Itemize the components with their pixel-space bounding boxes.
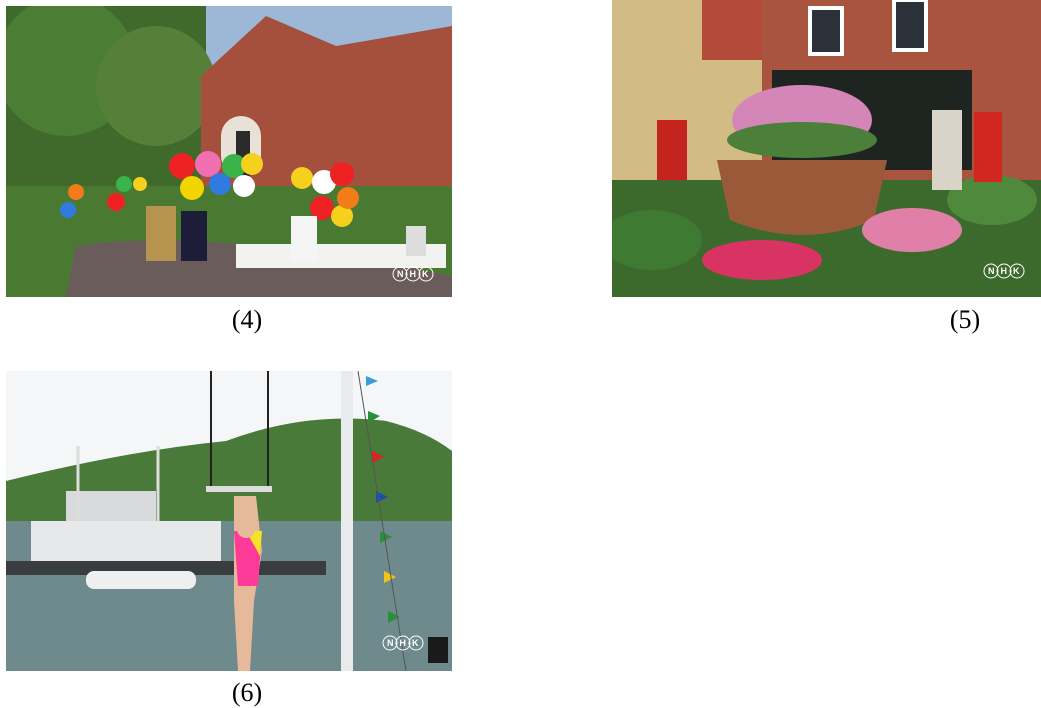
- logo: NHK: [382, 635, 425, 651]
- photo-harbor: NHK: [6, 371, 452, 671]
- logo-text: NHK: [397, 269, 435, 279]
- caption: (6): [231, 678, 263, 707]
- logo-text: NHK: [988, 266, 1026, 276]
- logo: NHK: [392, 266, 435, 282]
- caption: (5): [949, 305, 981, 334]
- logo-text: NHK: [387, 638, 425, 648]
- photo-flowers: NHK: [612, 0, 1041, 297]
- caption: (4): [231, 305, 263, 334]
- logo: NHK: [983, 263, 1026, 279]
- photo-balloons: NHK: [6, 6, 452, 297]
